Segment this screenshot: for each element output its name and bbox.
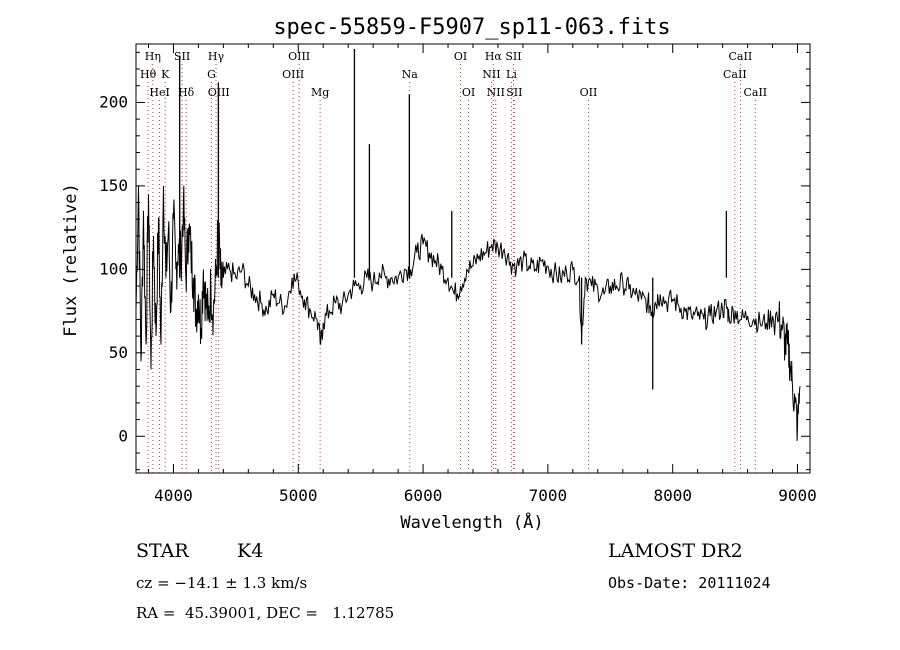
- x-tick-label: 8000: [653, 486, 692, 505]
- line-marker-label: Mg: [311, 86, 329, 99]
- x-tick-label: 5000: [279, 486, 318, 505]
- line-marker-label: Hγ: [208, 50, 225, 63]
- spectrum-series-line: [135, 185, 801, 441]
- line-marker-label: OI: [454, 50, 467, 63]
- line-marker-label: Na: [402, 68, 419, 81]
- y-tick-label: 50: [109, 343, 128, 362]
- redshift-label: cz = −14.1 ± 1.3 km/s: [136, 574, 308, 592]
- spectral-line-markers: HηHθKHeISIIHδHγGOIIIOIIIOIIIMgNaOIOIHαSI…: [140, 50, 767, 473]
- x-axis-label: Wavelength (Å): [400, 511, 543, 533]
- x-tick-label: 6000: [404, 486, 443, 505]
- coordinates-label: RA = 45.39001, DEC = 1.12785: [136, 604, 395, 622]
- line-marker-label: OI: [462, 86, 475, 99]
- line-marker-label: K: [161, 68, 170, 81]
- line-marker-label: CaII: [723, 68, 747, 81]
- line-marker-label: SII: [506, 86, 522, 99]
- x-axis: 4000 5000 6000 7000 8000 9000: [147, 44, 817, 505]
- y-tick-label: 0: [118, 426, 128, 445]
- y-tick-label: 200: [99, 92, 128, 111]
- line-marker-label: Hα: [485, 50, 503, 63]
- line-marker-label: OII: [580, 86, 598, 99]
- y-axis: 0 50 100 150 200: [99, 51, 810, 471]
- line-marker-label: SII: [505, 50, 521, 63]
- obs-date-label: Obs-Date: 20111024: [608, 574, 771, 592]
- line-marker-label: Hθ: [140, 68, 157, 81]
- line-marker-label: Hδ: [178, 86, 195, 99]
- class-label: STAR: [136, 540, 189, 562]
- subclass-label: K4: [237, 540, 264, 562]
- emission-spikes: [179, 49, 728, 390]
- line-marker-label: Hη: [145, 50, 161, 63]
- x-tick-label: 4000: [154, 486, 193, 505]
- line-marker-label: NII: [482, 68, 500, 81]
- line-marker-label: OIII: [288, 50, 310, 63]
- y-axis-label: Flux (relative): [61, 183, 81, 337]
- line-marker-label: Li: [506, 68, 517, 81]
- plot-frame: [135, 43, 811, 474]
- line-marker-label: HeI: [149, 86, 169, 99]
- line-marker-label: CaII: [743, 86, 767, 99]
- line-marker-label: SII: [174, 50, 190, 63]
- line-marker-label: NII: [487, 86, 505, 99]
- line-marker-label: CaII: [729, 50, 753, 63]
- survey-label: LAMOST DR2: [608, 540, 743, 562]
- line-marker-label: OIII: [282, 68, 304, 81]
- y-tick-label: 150: [99, 176, 128, 195]
- chart-title: spec-55859-F5907_sp11-063.fits: [273, 15, 670, 40]
- line-marker-label: G: [207, 68, 216, 81]
- y-tick-label: 100: [99, 259, 128, 278]
- x-tick-label: 9000: [778, 486, 817, 505]
- x-tick-label: 7000: [529, 486, 568, 505]
